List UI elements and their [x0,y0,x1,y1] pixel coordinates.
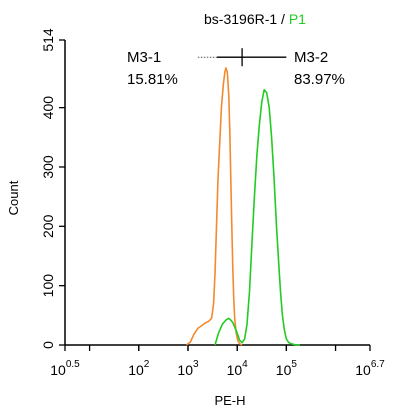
x-tick-label: 102 [128,359,150,378]
x-tick-label: 106.7 [355,359,385,378]
x-tick-base: 10 [227,362,243,378]
x-tick-exponent: 3 [193,359,199,370]
gate-name: M3-2 [294,49,328,66]
histogram-series-1 [186,67,243,346]
x-tick-exponent: 2 [144,359,150,370]
x-ticks: 100.5 102 103 104 105 106.7 [50,345,385,378]
x-tick-base: 10 [177,362,193,378]
gates-group: M3-1 15.81% M3-2 83.97% [127,48,345,88]
y-ticks: 0 100 200 300 400 514 [40,28,65,349]
title-separator: / [277,11,289,27]
gate-percent: 15.81% [127,71,178,88]
y-tick-label: 400 [40,96,56,120]
chart-title: bs-3196R-1 / P1 [204,11,306,27]
x-tick-base: 10 [276,362,292,378]
x-tick-exponent: 5 [291,359,297,370]
y-axis-label: Count [6,180,21,215]
title-sample: bs-3196R-1 [204,11,277,27]
gate-name: M3-1 [127,49,161,66]
y-tick-label: 200 [40,214,56,238]
series-group [186,67,301,346]
title-gate: P1 [289,11,306,27]
x-tick-exponent: 0.5 [66,359,80,370]
y-tick-label: 514 [40,28,56,52]
x-tick-label: 103 [177,359,199,378]
x-tick-base: 10 [128,362,144,378]
y-tick-label: 300 [40,155,56,179]
x-tick-base: 10 [355,362,371,378]
y-tick-label: 100 [40,274,56,298]
y-tick-label: 0 [40,341,56,349]
x-tick-label: 100.5 [50,359,80,378]
histogram-series-2 [214,89,301,346]
x-tick-exponent: 4 [242,359,248,370]
x-tick-label: 105 [276,359,298,378]
gate-percent: 83.97% [294,71,345,88]
x-tick-exponent: 6.7 [371,359,385,370]
x-tick-label: 104 [227,359,249,378]
x-tick-base: 10 [50,362,66,378]
x-axis-label: PE-H [214,393,245,408]
